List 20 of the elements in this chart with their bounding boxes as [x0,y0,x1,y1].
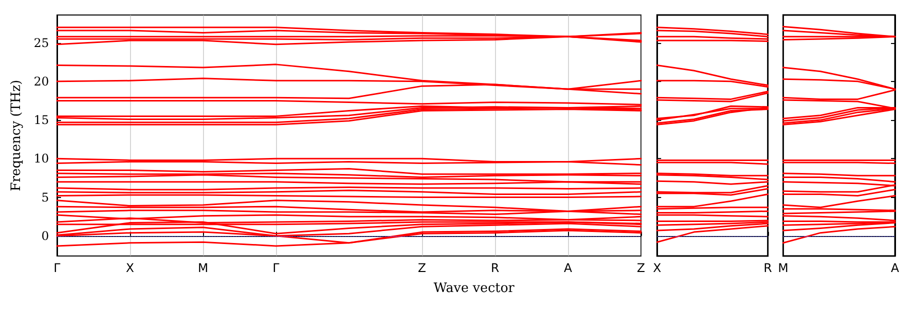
x-tick-label: M [778,261,788,275]
x-tick-label: A [890,261,900,275]
x-tick-label: Γ [272,261,280,275]
y-tick-label: 5 [41,190,49,204]
y-tick-label: 10 [34,152,49,166]
x-tick-label: Z [418,261,426,275]
x-tick-label: M [198,261,208,275]
y-tick-label: 20 [34,74,49,88]
y-axis-title: Frequency (THz) [8,80,24,192]
y-tick-label: 0 [41,228,49,243]
y-tick-label: 15 [34,113,49,128]
x-tick-label: A [564,261,573,275]
x-tick-label: R [764,261,772,275]
x-tick-label: Γ [54,261,61,275]
x-tick-label: Z [636,261,646,275]
y-tick-label: 25 [34,36,49,50]
x-tick-label: X [126,261,134,275]
x-tick-label: X [652,261,662,275]
x-axis-title: Wave vector [434,281,516,296]
x-tick-label: R [490,261,500,275]
